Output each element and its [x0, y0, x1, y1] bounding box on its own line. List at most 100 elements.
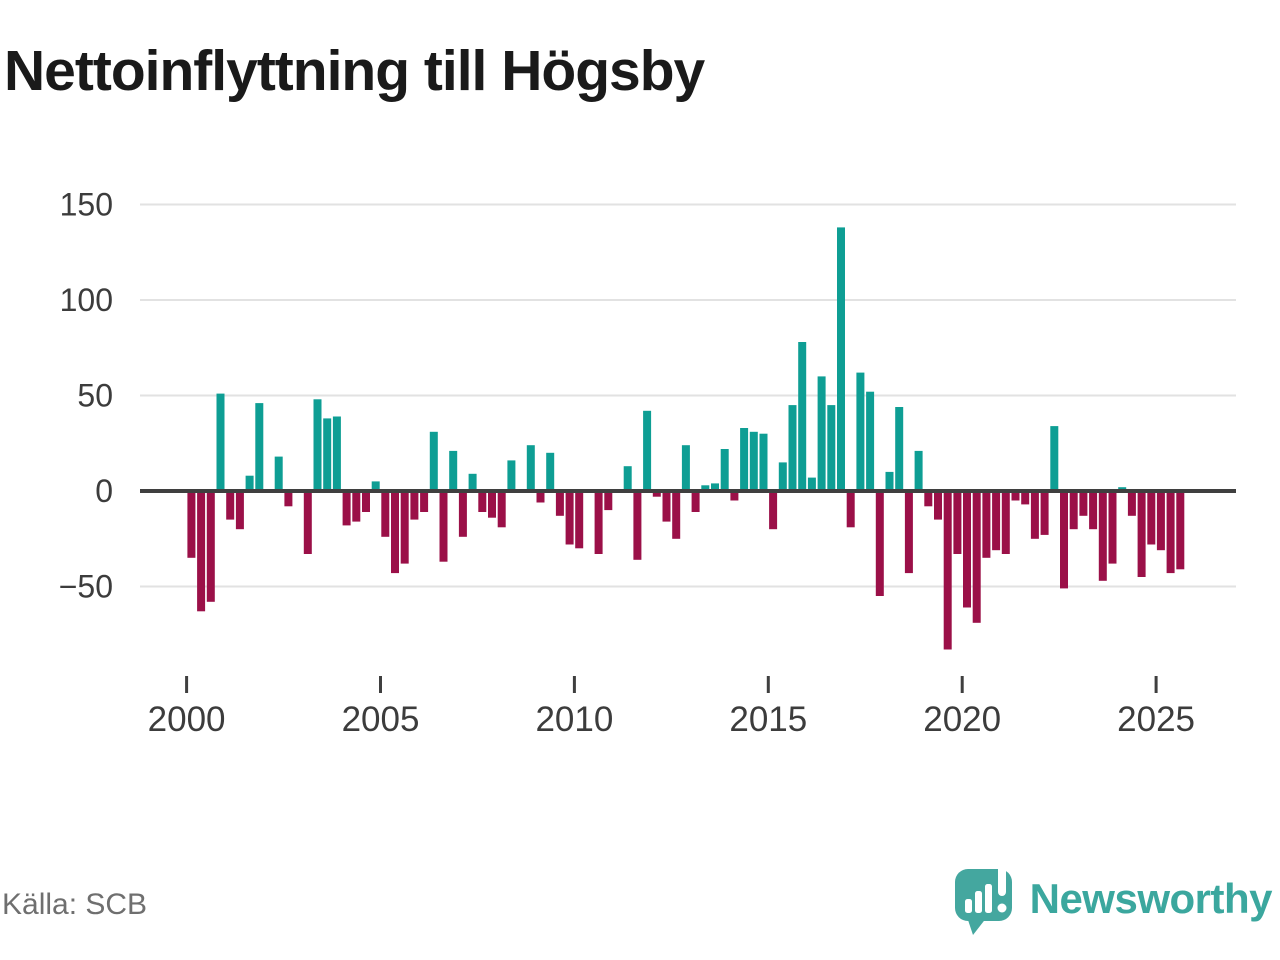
bar-2023-q1: [1079, 491, 1088, 516]
bar-2013-q2: [701, 485, 710, 491]
bar-2000-q3: [206, 491, 215, 602]
bar-2011-q2: [623, 466, 632, 491]
bar-2020-q3: [982, 491, 991, 558]
bar-2005-q4: [410, 491, 419, 520]
bar-2015-q4: [798, 342, 807, 491]
bar-2013-q1: [691, 491, 700, 512]
bar-2007-q1: [458, 491, 467, 537]
bar-2019-q2: [934, 491, 942, 520]
bar-2007-q2: [468, 473, 477, 491]
bar-2021-q3: [1021, 491, 1030, 505]
bar-2015-q1: [769, 491, 778, 530]
bar-2001-q1: [226, 491, 235, 520]
bar-2020-q2: [972, 491, 981, 623]
bar-2010-q4: [604, 491, 613, 511]
bar-2006-q1: [420, 491, 429, 512]
bar-2016-q2: [817, 376, 826, 491]
bar-2006-q3: [439, 491, 448, 562]
bar-2017-q3: [866, 391, 875, 491]
bar-2009-q1: [536, 491, 545, 503]
bar-2000-q1: [187, 491, 196, 558]
bar-2015-q2: [778, 462, 787, 491]
bar-2020-q4: [992, 491, 1001, 551]
bar-2016-q3: [827, 405, 836, 492]
x-axis-label-2005: 2005: [342, 700, 420, 739]
y-axis-label-0: 0: [95, 473, 113, 509]
bar-2023-q4: [1108, 491, 1117, 564]
bar-2006-q2: [429, 431, 438, 491]
brand-logo: Newsworthy: [954, 862, 1273, 936]
bar-2008-q1: [497, 491, 506, 528]
bar-2001-q4: [255, 403, 264, 491]
bar-2002-q2: [274, 456, 283, 491]
bar-2017-q1: [846, 491, 855, 528]
y-axis-label-150: 150: [60, 187, 113, 223]
bar-2016-q1: [807, 477, 816, 491]
bar-2014-q4: [759, 433, 768, 491]
bar-2023-q3: [1098, 491, 1107, 581]
bar-2013-q4: [720, 449, 729, 491]
chart-title: Nettoinflyttning till Högsby: [4, 39, 705, 103]
bar-2014-q2: [740, 428, 749, 491]
x-axis-label-2025: 2025: [1117, 700, 1195, 739]
bar-2021-q2: [1011, 491, 1020, 501]
bar-2009-q2: [546, 452, 555, 491]
bar-2013-q3: [711, 483, 719, 491]
bar-2003-q2: [313, 399, 322, 491]
bar-2019-q4: [953, 491, 962, 554]
y-axis-label-50: 50: [77, 378, 113, 414]
x-axis-label-2000: 2000: [148, 700, 226, 739]
bar-2005-q1: [381, 491, 390, 537]
bar-2009-q3: [555, 491, 564, 516]
bar-2021-q1: [1001, 491, 1010, 554]
bar-2000-q4: [216, 393, 225, 491]
bar-2003-q3: [323, 418, 332, 491]
source-label: Källa: SCB: [2, 888, 148, 921]
bar-2008-q4: [526, 445, 535, 491]
bar-2011-q4: [643, 410, 652, 491]
bar-2024-q2: [1127, 491, 1136, 516]
bar-2010-q1: [575, 491, 584, 549]
bar-2018-q4: [914, 450, 923, 491]
bar-2006-q4: [449, 450, 458, 491]
bar-2004-q3: [362, 491, 370, 512]
bar-2024-q4: [1147, 491, 1156, 545]
bar-2007-q4: [488, 491, 496, 518]
bar-2015-q3: [788, 405, 797, 492]
bar-2011-q3: [633, 491, 642, 560]
bar-2016-q4: [837, 227, 845, 491]
bar-2022-q4: [1069, 491, 1078, 530]
bar-2017-q4: [875, 491, 884, 596]
x-axis-label-2015: 2015: [729, 700, 807, 739]
bar-2012-q4: [681, 445, 690, 491]
bar-2018-q1: [885, 471, 894, 491]
bar-2017-q2: [856, 372, 865, 491]
bar-2003-q4: [332, 416, 341, 491]
bar-2009-q4: [565, 491, 574, 545]
bar-2018-q3: [904, 491, 913, 574]
bar-2023-q2: [1089, 491, 1098, 530]
brand-name: Newsworthy: [1029, 875, 1273, 922]
bar-2019-q3: [943, 491, 952, 650]
bar-2010-q3: [594, 491, 603, 554]
bar-2012-q1: [652, 491, 661, 497]
bar-2014-q3: [749, 431, 758, 491]
bar-2001-q3: [245, 475, 254, 491]
bar-2001-q2: [235, 491, 244, 530]
newsworthy-icon: [954, 862, 1012, 935]
bar-2022-q3: [1060, 491, 1068, 589]
bar-2005-q3: [400, 491, 409, 564]
bar-2024-q3: [1137, 491, 1146, 577]
bar-2022-q1: [1040, 491, 1049, 535]
y-axis-label--50: −50: [59, 569, 113, 605]
bar-2021-q4: [1030, 491, 1039, 539]
bar-2004-q4: [371, 481, 380, 491]
bar-2005-q2: [391, 491, 399, 574]
bar-2025-q1: [1156, 491, 1165, 551]
bar-2025-q2: [1166, 491, 1175, 574]
bar-2018-q2: [895, 407, 904, 491]
bar-2014-q1: [730, 491, 739, 501]
bar-2020-q1: [963, 491, 971, 608]
